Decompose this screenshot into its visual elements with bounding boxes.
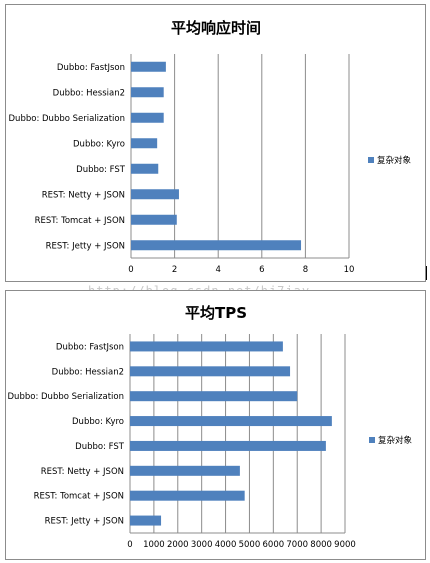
category-label: Dubbo: Kyro bbox=[73, 139, 125, 149]
bar bbox=[130, 341, 283, 352]
legend-swatch bbox=[369, 437, 375, 443]
category-label: REST: Jetty + JSON bbox=[46, 241, 125, 251]
category-label: REST: Netty + JSON bbox=[41, 467, 124, 477]
x-tick-label: 8000 bbox=[310, 540, 332, 550]
chart-panel-response-time: 平均响应时间 0 2 4 6 8 10 Dubbo: FastJson Dubbo: Hessi… bbox=[5, 4, 426, 282]
category-label: Dubbo: Hessian2 bbox=[52, 367, 124, 377]
bar bbox=[131, 87, 164, 98]
bar bbox=[131, 214, 177, 225]
legend-swatch bbox=[368, 157, 374, 163]
tps-chart: 平均TPS 0 1000 2000 3000 4000 5000 6000 7000 8000 90… bbox=[8, 304, 413, 550]
category-label: Dubbo: FST bbox=[75, 442, 125, 452]
bar bbox=[130, 465, 240, 476]
chart-panel-tps: 平均TPS 0 1000 2000 3000 4000 5000 6000 7000 8000 90… bbox=[5, 290, 426, 560]
x-tick-label: 6 bbox=[259, 265, 264, 275]
bar bbox=[130, 440, 326, 451]
edge-mark bbox=[426, 266, 427, 280]
x-tick-label: 6000 bbox=[263, 540, 285, 550]
bar bbox=[131, 189, 179, 200]
bar bbox=[131, 61, 166, 72]
chart-title: 平均响应时间 bbox=[171, 19, 261, 37]
category-label: Dubbo: Dubbo Serialization bbox=[8, 392, 124, 402]
x-tick-label: 1000 bbox=[143, 540, 165, 550]
category-label: Dubbo: Dubbo Serialization bbox=[9, 114, 125, 124]
category-label: REST: Jetty + JSON bbox=[45, 517, 124, 527]
x-tick-label: 9000 bbox=[334, 540, 356, 550]
category-label: REST: Tomcat + JSON bbox=[34, 492, 124, 502]
bar bbox=[130, 515, 162, 526]
x-tick-label: 7000 bbox=[286, 540, 308, 550]
bar bbox=[131, 163, 159, 174]
x-tick-label: 0 bbox=[128, 265, 133, 275]
bar bbox=[130, 366, 291, 377]
bar bbox=[130, 416, 332, 427]
bar bbox=[131, 112, 164, 123]
x-tick-label: 2000 bbox=[167, 540, 189, 550]
x-tick-label: 4000 bbox=[215, 540, 237, 550]
chart-title: 平均TPS bbox=[185, 304, 247, 322]
x-tick-label: 5000 bbox=[239, 540, 261, 550]
category-label: REST: Netty + JSON bbox=[42, 190, 125, 200]
bar bbox=[131, 138, 158, 149]
legend-label: 复杂对象 bbox=[377, 155, 412, 166]
x-tick-label: 2 bbox=[172, 265, 177, 275]
bar bbox=[130, 391, 298, 402]
x-tick-label: 3000 bbox=[191, 540, 213, 550]
legend-label: 复杂对象 bbox=[378, 435, 413, 446]
category-label: Dubbo: FastJson bbox=[57, 63, 125, 73]
response-time-chart: 平均响应时间 0 2 4 6 8 10 Dubbo: FastJson Dubbo: Hessi… bbox=[9, 19, 412, 275]
category-label: Dubbo: Kyro bbox=[72, 417, 124, 427]
category-label: Dubbo: FST bbox=[76, 165, 126, 175]
category-label: Dubbo: FastJson bbox=[56, 342, 124, 352]
bar bbox=[131, 240, 302, 251]
x-tick-label: 8 bbox=[303, 265, 308, 275]
category-label: REST: Tomcat + JSON bbox=[35, 216, 125, 226]
x-tick-label: 10 bbox=[344, 265, 355, 275]
category-label: Dubbo: Hessian2 bbox=[53, 88, 125, 98]
bar bbox=[130, 490, 245, 501]
x-tick-label: 4 bbox=[215, 265, 220, 275]
x-tick-label: 0 bbox=[127, 540, 132, 550]
